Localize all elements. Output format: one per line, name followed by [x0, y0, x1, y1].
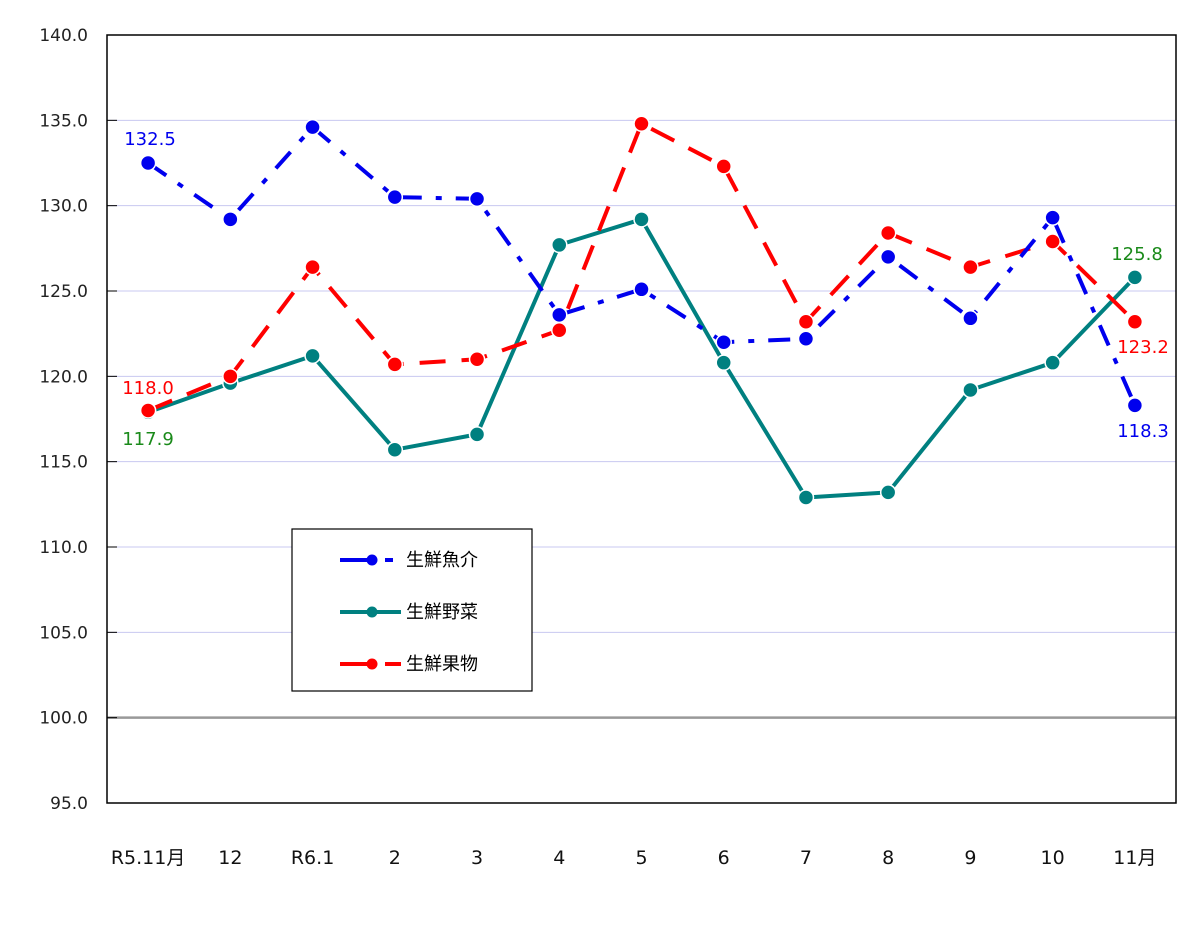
series-line-seafood [146, 125, 1137, 407]
data-point-seafood [304, 118, 321, 136]
data-point-vegetables [1044, 354, 1061, 371]
data-point-seafood [139, 154, 157, 172]
x-category-label: 5 [635, 847, 647, 869]
data-point-fruit [962, 258, 979, 276]
data-point-fruit [468, 351, 486, 368]
x-category-label: 11月 [1113, 847, 1156, 869]
x-category-label: 10 [1041, 847, 1065, 869]
data-point-vegetables [468, 426, 486, 443]
data-label-vegetables-last: 125.8 [1111, 244, 1163, 265]
series-fruit [139, 115, 1144, 419]
data-label-fruit-first: 118.0 [122, 378, 174, 399]
y-tick-label: 115.0 [39, 453, 88, 473]
data-point-seafood [386, 188, 404, 206]
data-point-seafood [468, 190, 486, 208]
x-category-label: 2 [389, 847, 401, 869]
legend-marker-seafood-icon [366, 554, 378, 566]
x-category-label: 8 [882, 847, 894, 869]
data-point-fruit [797, 313, 815, 330]
series-lines [139, 115, 1144, 506]
data-label-fruit-last: 123.2 [1117, 337, 1169, 358]
data-point-fruit [551, 322, 568, 339]
legend: 生鮮魚介 生鮮野菜 生鮮果物 [291, 528, 533, 692]
data-point-fruit [222, 368, 239, 385]
x-category-label: 7 [800, 847, 812, 869]
legend-item-fruit: 生鮮果物 [340, 654, 478, 675]
series-line-fruit [147, 121, 1137, 413]
x-category-label: 6 [718, 847, 730, 869]
y-tick-label: 130.0 [39, 197, 88, 217]
legend-label-seafood: 生鮮魚介 [406, 550, 478, 571]
series-seafood [139, 118, 1144, 414]
data-point-vegetables [879, 484, 897, 501]
legend-label-vegetables: 生鮮野菜 [406, 602, 478, 623]
data-point-vegetables [1126, 269, 1144, 286]
y-tick-label: 100.0 [39, 709, 88, 729]
data-point-seafood [962, 310, 979, 327]
series-vegetables [139, 211, 1144, 506]
legend-label-fruit: 生鮮果物 [406, 654, 478, 675]
legend-item-vegetables: 生鮮野菜 [340, 602, 478, 623]
data-point-vegetables [962, 381, 979, 399]
y-tick-label: 140.0 [39, 26, 88, 46]
data-point-vegetables [386, 441, 404, 458]
x-category-label: 12 [218, 847, 242, 869]
x-category-label: R6.1 [291, 847, 334, 869]
y-axis-tick-labels: 140.0 135.0 130.0 125.0 120.0 115.0 110.0 105.0… [39, 26, 88, 814]
plot-area-frame [106, 34, 1177, 804]
y-tick-label: 105.0 [39, 623, 88, 643]
data-point-fruit [633, 115, 650, 132]
x-category-label: R5.11月 [111, 847, 186, 869]
data-point-seafood [222, 211, 239, 228]
x-category-label: 4 [553, 847, 565, 869]
data-point-seafood [633, 281, 650, 298]
data-label-seafood-first: 132.5 [124, 129, 176, 150]
y-tick-label: 135.0 [39, 111, 88, 131]
data-point-fruit [1126, 313, 1144, 330]
data-point-fruit [386, 356, 404, 373]
y-tick-label: 125.0 [39, 282, 88, 302]
data-point-fruit [879, 224, 897, 242]
y-tick-label: 120.0 [39, 367, 88, 387]
data-point-fruit [304, 258, 321, 276]
data-label-seafood-last: 118.3 [1117, 421, 1169, 442]
x-axis-category-labels: R5.11月 12 R6.1 2 3 4 5 6 7 8 9 10 11月 [111, 847, 1157, 869]
legend-marker-vegetables-icon [366, 606, 378, 618]
data-point-seafood [797, 330, 815, 348]
data-point-fruit [715, 158, 732, 175]
y-tick-label: 95.0 [50, 794, 88, 814]
legend-item-seafood: 生鮮魚介 [340, 550, 478, 571]
data-point-seafood [715, 333, 732, 351]
x-category-label: 3 [471, 847, 483, 869]
data-point-seafood [879, 248, 897, 266]
data-point-seafood [1044, 209, 1061, 226]
data-point-vegetables [715, 354, 732, 371]
data-point-vegetables [633, 211, 650, 228]
data-point-vegetables [797, 489, 815, 506]
data-point-vegetables [551, 236, 568, 254]
legend-marker-fruit-icon [366, 658, 378, 670]
data-point-seafood [551, 306, 568, 324]
gridlines [107, 34, 1176, 804]
data-point-fruit [1044, 233, 1061, 250]
legend-box [291, 528, 533, 692]
data-point-fruit [139, 402, 157, 419]
data-label-vegetables-first: 117.9 [122, 429, 174, 450]
data-point-vegetables [304, 347, 321, 365]
x-category-label: 9 [964, 847, 976, 869]
data-point-seafood [1126, 397, 1144, 414]
y-tick-label: 110.0 [39, 538, 88, 558]
